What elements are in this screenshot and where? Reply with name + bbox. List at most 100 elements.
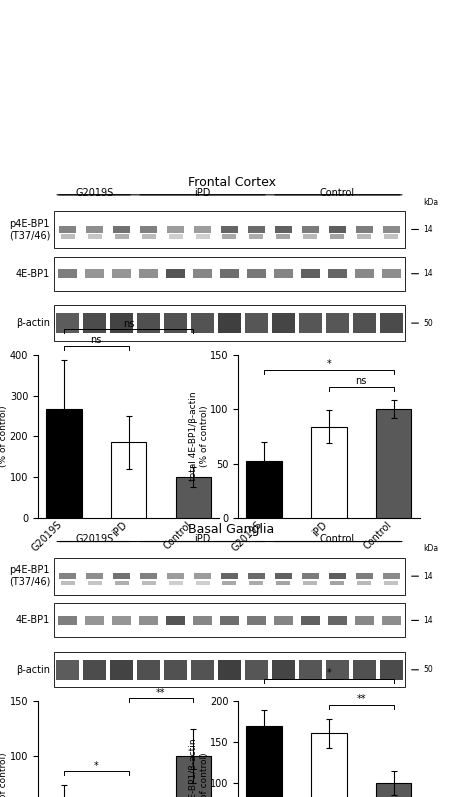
- Bar: [328, 615, 347, 625]
- Bar: [326, 313, 349, 333]
- Text: β-actin: β-actin: [16, 665, 50, 675]
- Bar: [83, 313, 106, 333]
- Bar: [218, 660, 241, 680]
- Bar: [299, 313, 322, 333]
- Text: Frontal Cortex: Frontal Cortex: [188, 176, 275, 189]
- Bar: [110, 313, 133, 333]
- Text: 14: 14: [423, 616, 433, 625]
- Bar: [355, 615, 374, 625]
- Bar: [311, 733, 346, 797]
- Bar: [113, 573, 130, 579]
- Bar: [142, 234, 155, 238]
- Bar: [221, 226, 238, 233]
- Bar: [166, 269, 185, 278]
- Bar: [274, 226, 292, 233]
- Text: iPD: iPD: [194, 535, 211, 544]
- Text: iPD: iPD: [194, 188, 211, 198]
- Bar: [245, 313, 268, 333]
- Bar: [54, 558, 405, 595]
- Bar: [272, 313, 295, 333]
- Text: 14: 14: [423, 225, 433, 234]
- Text: 50: 50: [423, 319, 433, 328]
- Bar: [167, 226, 184, 233]
- Bar: [303, 234, 318, 238]
- Bar: [54, 211, 405, 248]
- Bar: [58, 615, 77, 625]
- Bar: [111, 442, 146, 518]
- Bar: [140, 226, 157, 233]
- Bar: [246, 461, 282, 518]
- Bar: [169, 234, 182, 238]
- Text: **: **: [156, 688, 166, 697]
- Bar: [88, 234, 102, 238]
- Bar: [272, 660, 295, 680]
- Bar: [274, 573, 292, 579]
- Bar: [245, 660, 268, 680]
- Bar: [301, 615, 320, 625]
- Bar: [193, 269, 212, 278]
- Bar: [54, 257, 405, 291]
- Bar: [301, 573, 319, 579]
- Y-axis label: total 4E-BP1/β-actin
(% of control): total 4E-BP1/β-actin (% of control): [189, 391, 209, 481]
- Bar: [274, 615, 293, 625]
- Text: G2019S: G2019S: [75, 188, 114, 198]
- Bar: [249, 581, 264, 585]
- Bar: [376, 409, 411, 518]
- Bar: [59, 226, 76, 233]
- Bar: [274, 269, 293, 278]
- Bar: [194, 226, 211, 233]
- Text: ns: ns: [356, 375, 367, 386]
- Bar: [382, 615, 401, 625]
- Bar: [326, 660, 349, 680]
- Text: **: **: [356, 694, 366, 704]
- Bar: [193, 615, 212, 625]
- Bar: [383, 226, 400, 233]
- Bar: [56, 313, 79, 333]
- Text: *: *: [94, 760, 99, 771]
- Text: Control: Control: [320, 188, 355, 198]
- Bar: [175, 477, 211, 518]
- Bar: [142, 581, 155, 585]
- Bar: [328, 226, 346, 233]
- Text: *: *: [327, 359, 331, 369]
- Bar: [56, 660, 79, 680]
- Bar: [222, 234, 237, 238]
- Text: 50: 50: [423, 665, 433, 674]
- Bar: [169, 581, 182, 585]
- Bar: [357, 234, 371, 238]
- Bar: [222, 581, 237, 585]
- Bar: [54, 305, 405, 341]
- Bar: [115, 234, 128, 238]
- Text: β-actin: β-actin: [16, 318, 50, 328]
- Bar: [247, 269, 266, 278]
- Bar: [384, 581, 398, 585]
- Bar: [191, 313, 214, 333]
- Bar: [376, 783, 411, 797]
- Bar: [113, 226, 130, 233]
- Bar: [356, 226, 373, 233]
- Bar: [276, 581, 291, 585]
- Bar: [220, 615, 239, 625]
- Text: 14: 14: [423, 571, 433, 581]
- Bar: [54, 603, 405, 638]
- Bar: [195, 234, 210, 238]
- Bar: [191, 660, 214, 680]
- Bar: [330, 581, 344, 585]
- Bar: [86, 226, 103, 233]
- Bar: [88, 581, 102, 585]
- Bar: [195, 581, 210, 585]
- Bar: [301, 226, 319, 233]
- Bar: [383, 573, 400, 579]
- Bar: [85, 269, 104, 278]
- Bar: [303, 581, 318, 585]
- Bar: [382, 269, 401, 278]
- Text: kDa: kDa: [423, 544, 438, 553]
- Text: ns: ns: [123, 319, 134, 328]
- Bar: [248, 573, 265, 579]
- Bar: [61, 581, 75, 585]
- Bar: [175, 756, 211, 797]
- Bar: [115, 581, 128, 585]
- Bar: [54, 652, 405, 688]
- Bar: [86, 573, 103, 579]
- Bar: [164, 313, 187, 333]
